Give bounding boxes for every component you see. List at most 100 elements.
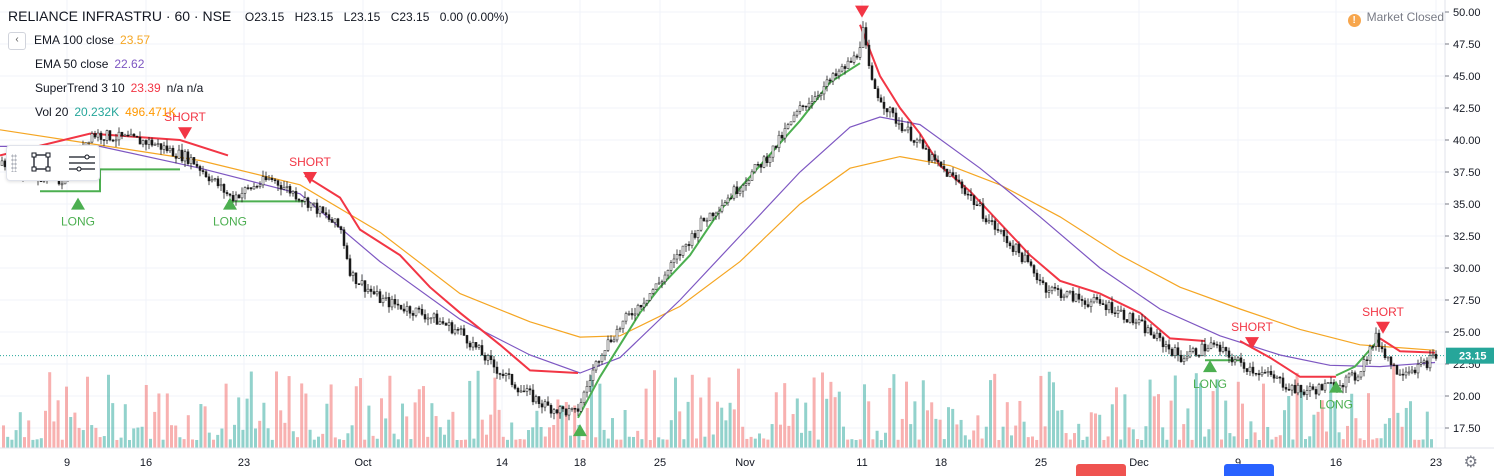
candle-body [786,124,790,129]
volume-bar [346,433,350,448]
candle-body [171,147,175,157]
volume-bar [1102,439,1106,448]
candle-body [300,199,304,202]
volume-bar [1299,390,1303,448]
candle-body [1140,319,1144,322]
short-arrow-icon [855,5,869,18]
candle-body [618,328,622,330]
candle-body [753,163,757,173]
supertrend-down-line [304,174,579,374]
volume-bar [1211,391,1215,448]
indicator-ema100[interactable]: ‹ EMA 100 close 23.57 [8,32,150,50]
indicator-label: EMA 50 close [35,57,109,71]
candle-body [1422,360,1426,363]
market-status-label: Market Closed [1366,10,1444,24]
volume-bar [627,436,631,448]
candle-body [1116,310,1120,314]
volume-bar [1404,407,1408,448]
volume-bar [1392,363,1396,448]
candle-body [1068,290,1072,293]
candle-body [774,145,778,149]
volume-bar [115,439,119,448]
candle-body [921,139,925,149]
candle-body [1284,387,1288,390]
volume-bar [1371,439,1375,448]
indicator-ema50[interactable]: EMA 50 close 22.62 [35,57,144,71]
buy-tab[interactable] [1224,464,1274,476]
candle-body [678,254,682,256]
signal-long: LONG [61,197,95,229]
supertrend-down-line [859,24,1206,342]
volume-bar [279,410,283,448]
candle-body [537,396,541,404]
candle-body [462,328,466,336]
candle-body [564,408,568,416]
indicator-volume[interactable]: Vol 20 20.232K 496.471K [35,105,176,119]
high-value: H23.15 [294,10,334,24]
volume-bar [1165,439,1169,448]
candle-body [108,130,112,141]
candle-body [1233,359,1237,363]
volume-bar [1190,439,1194,448]
candle-body [1257,373,1261,376]
candle-body [1419,362,1423,365]
volume-bar [65,386,68,448]
indicator-value: 23.39 [130,81,161,95]
volume-bar [367,405,371,448]
volume-bar [535,410,539,448]
collapse-indicators-icon[interactable]: ‹ [8,32,26,50]
volume-bar [233,424,236,448]
gear-icon[interactable]: ⚙ [1463,454,1478,471]
candle-body [1347,373,1351,378]
candle-body [126,134,130,137]
price-tick-label: 40.00 [1453,135,1481,147]
long-arrow-icon [71,197,85,210]
candle-body [540,403,544,408]
volume-bar [207,432,211,448]
candle-body [984,218,988,223]
candle-body [1305,390,1309,395]
volume-bar [422,386,425,448]
settings-lines-icon[interactable] [69,154,95,172]
volume-bar [388,375,392,448]
candle-body [927,149,931,162]
candle-body [1158,332,1162,338]
drag-handle-icon[interactable] [11,154,17,172]
candle-body [660,281,664,284]
volume-bar [522,439,526,448]
price-tick-label: 37.50 [1453,167,1481,179]
candle-body [1359,370,1363,378]
volume-bar [249,371,253,448]
volume-bar [1304,439,1307,448]
candle-body [429,317,433,320]
close-value: C23.15 [390,10,430,24]
candle-body [468,342,472,348]
candle-body [888,107,892,113]
volume-bar [333,437,337,448]
volume-bar [149,438,152,448]
rectangle-tool-icon[interactable] [31,152,51,172]
volume-bar [695,438,698,448]
symbol-title[interactable]: RELIANCE INFRASTRU · 60 · NSE [8,8,232,24]
indicator-supertrend[interactable]: SuperTrend 3 10 23.39 n/a n/a [35,81,203,95]
candle-body [1410,369,1414,373]
candle-body [1209,342,1213,349]
drawing-toolbar[interactable] [6,145,100,181]
volume-bar [497,409,501,448]
candle-body [687,244,691,246]
candle-body [1011,245,1015,252]
candle-body [1398,373,1402,376]
volume-bar [879,439,883,448]
volume-bar [812,377,816,448]
sell-tab[interactable] [1076,464,1126,476]
candle-body [630,313,634,316]
candle-body [897,123,901,125]
candle-body [990,220,994,222]
volume-bar [1161,427,1165,448]
candle-body [402,308,406,312]
volume-bar [174,425,178,448]
volume-bar [867,401,871,448]
market-status[interactable]: ! Market Closed [1347,10,1444,27]
candle-body [1065,291,1069,297]
